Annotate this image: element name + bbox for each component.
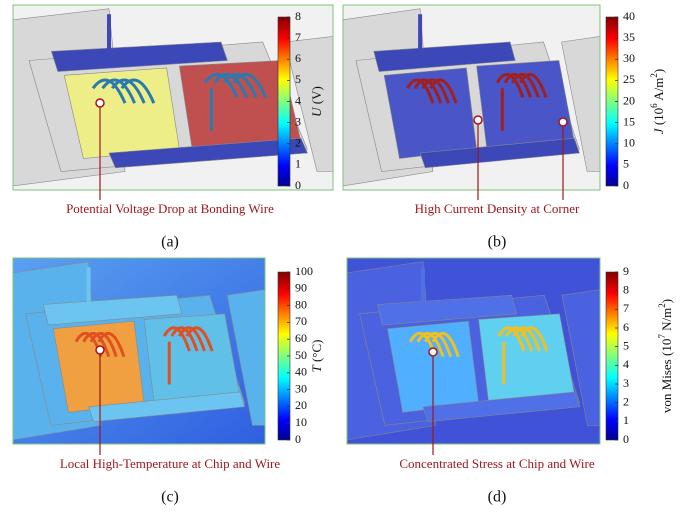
colorbar-tick-label: 2 [623,394,629,408]
annotation: Concentrated Stress at Chip and Wire [399,456,595,471]
colorbar-tick-label: 9 [623,264,629,278]
pointer-dot [559,118,567,126]
annotation: High Current Density at Corner [415,201,580,216]
colorbar [606,272,618,440]
annotation: Local High-Temperature at Chip and Wire [60,456,281,471]
title-part: ) [651,69,666,73]
colorbar-tick-label: 10 [295,415,307,429]
panel-label: (b) [488,234,507,251]
colorbar-tick-label: 5 [623,157,629,171]
title-part: von Mises (10 [659,339,674,413]
panel-label: (d) [488,489,507,506]
colorbar-tick-label: 80 [295,297,307,311]
colorbar-tick-label: 7 [295,30,301,44]
colorbar-title: J (106 A/m2) [649,69,666,134]
colorbar-tick-label: 3 [295,114,301,128]
colorbar-tick-label: 4 [295,93,301,107]
title-part: A/m [651,78,666,104]
simulation-image [0,258,290,444]
colorbar-tick-label: 50 [295,348,307,362]
colorbar-tick-label: 10 [623,136,635,150]
colorbar-tick-label: 0 [623,432,629,446]
colorbar-tick-label: 0 [623,178,629,192]
pointer-dot [474,116,482,124]
panel: Concentrated Stress at Chip and Wire (d) 0… [322,258,674,506]
colorbar-tick-label: 1 [623,413,629,427]
pointer-dot [96,346,104,354]
colorbar-tick-label: 6 [623,320,629,334]
colorbar-tick-label: 25 [623,72,635,86]
title-part: (°C) [309,339,324,365]
pointer-dot [429,348,437,356]
colorbar-tick-label: 40 [295,365,307,379]
title-part: N/m [659,308,674,334]
colorbar-tick-label: 3 [623,376,629,390]
figure: Potential Voltage Drop at Bonding Wire (a… [0,0,688,512]
colorbar-tick-label: 30 [623,51,635,65]
colorbar-tick-label: 8 [295,9,301,23]
simulation-image [322,258,626,444]
panel: Potential Voltage Drop at Bonding Wire (a… [0,5,365,251]
colorbar-tick-label: 0 [295,178,301,192]
colorbar-tick-label: 30 [295,381,307,395]
colorbar-tick-label: 5 [295,72,301,86]
panel: High Current Density at Corner (b) 0 5 10 15 2… [317,5,666,251]
title-part: ) [659,299,674,303]
title-part: (V) [309,86,324,107]
colorbar-tick-label: 0 [295,432,301,446]
colorbar-tick-label: 2 [295,136,301,150]
colorbar-tick-label: 6 [295,51,301,65]
colorbar-tick-label: 100 [295,264,313,278]
colorbar-tick-label: 20 [623,93,635,107]
colorbar-tick-label: 70 [295,314,307,328]
colorbar-tick-label: 15 [623,114,635,128]
panel-label: (c) [161,489,179,506]
title-part: (10 [651,108,666,129]
colorbar-tick-label: 20 [295,398,307,412]
colorbar-tick-label: 8 [623,282,629,296]
colorbar-tick-label: 4 [623,357,629,371]
colorbar-title: U (V) [309,86,324,117]
colorbar-tick-label: 35 [623,30,635,44]
colorbar-tick-label: 60 [295,331,307,345]
page: Potential Voltage Drop at Bonding Wire (a… [0,0,688,512]
colorbar-tick-label: 7 [623,301,629,315]
colorbar-tick-label: 40 [623,9,635,23]
colorbar-title: von Mises (107 N/m2) [657,299,674,413]
panel: Local High-Temperature at Chip and Wire (… [0,258,324,506]
panel-label: (a) [161,234,179,251]
colorbar-tick-label: 1 [295,157,301,171]
pointer-dot [96,99,104,107]
simulation-image [317,5,625,190]
colorbar-title: T (°C) [309,339,324,372]
annotation: Potential Voltage Drop at Bonding Wire [66,201,274,216]
colorbar-tick-label: 5 [623,338,629,352]
colorbar-tick-label: 90 [295,281,307,295]
